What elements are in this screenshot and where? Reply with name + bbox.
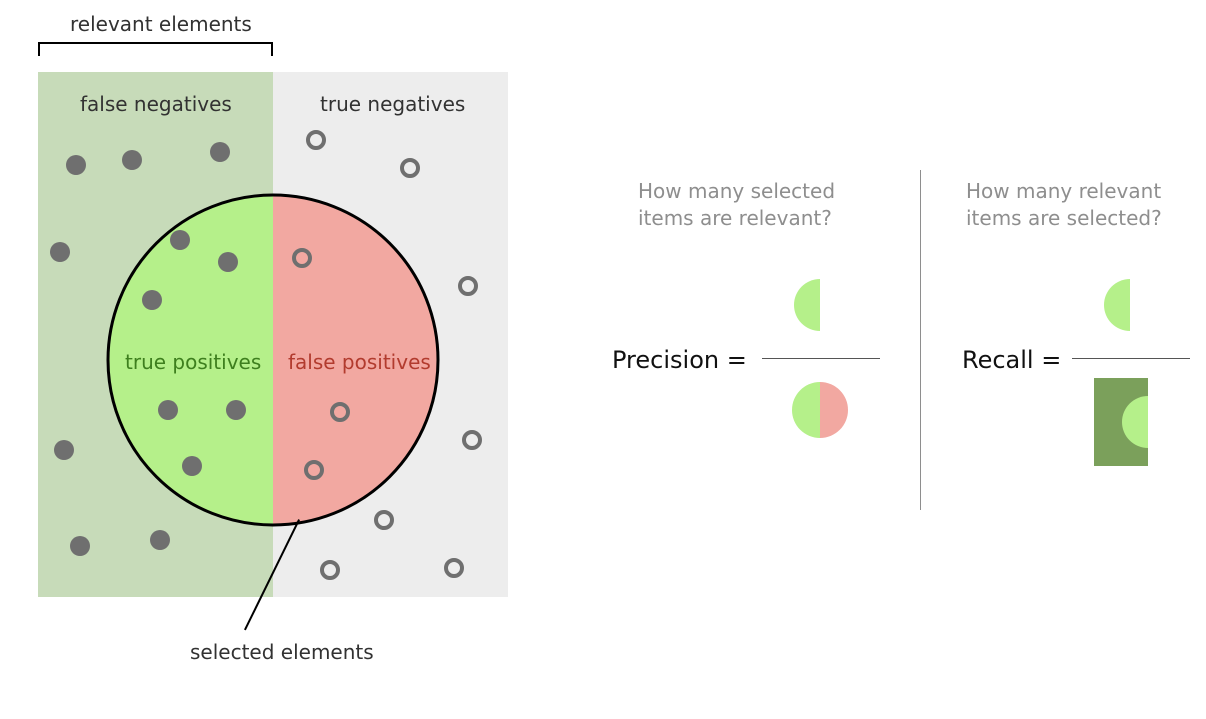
ring-dot	[462, 430, 482, 450]
filled-dot	[210, 142, 230, 162]
filled-dot	[158, 400, 178, 420]
filled-dot	[150, 530, 170, 550]
precision-numerator-icon	[794, 277, 822, 333]
recall-label: Recall =	[962, 346, 1061, 374]
precision-q-line2: items are relevant?	[638, 206, 832, 230]
recall-question: How many relevant items are selected?	[966, 178, 1162, 232]
ring-dot	[306, 130, 326, 150]
recall-denominator-half-icon	[1122, 394, 1150, 450]
precision-recall-diagram: relevant elements false negatives true n…	[0, 0, 1206, 719]
filled-dot	[142, 290, 162, 310]
filled-dot	[182, 456, 202, 476]
filled-dot	[122, 150, 142, 170]
true-positives-label: true positives	[125, 350, 261, 374]
recall-fraction-bar	[1072, 358, 1190, 359]
ring-dot	[374, 510, 394, 530]
precision-denominator-icon	[790, 380, 850, 440]
filled-dot	[218, 252, 238, 272]
filled-dot	[66, 155, 86, 175]
ring-dot	[292, 248, 312, 268]
formula-divider	[920, 170, 921, 510]
filled-dot	[70, 536, 90, 556]
ring-dot	[400, 158, 420, 178]
ring-dot	[458, 276, 478, 296]
precision-fraction-bar	[762, 358, 880, 359]
filled-dot	[170, 230, 190, 250]
recall-numerator-icon	[1104, 277, 1132, 333]
filled-dot	[226, 400, 246, 420]
false-positives-label: false positives	[288, 350, 431, 374]
filled-dot	[50, 242, 70, 262]
ring-dot	[444, 558, 464, 578]
ring-dot	[320, 560, 340, 580]
ring-dot	[304, 460, 324, 480]
relevant-bracket	[38, 42, 273, 56]
precision-question: How many selected items are relevant?	[638, 178, 835, 232]
false-negatives-label: false negatives	[80, 92, 232, 116]
relevant-bracket-label: relevant elements	[70, 12, 252, 36]
selected-elements-label: selected elements	[190, 640, 374, 664]
ring-dot	[330, 402, 350, 422]
precision-q-line1: How many selected	[638, 179, 835, 203]
recall-q-line2: items are selected?	[966, 206, 1162, 230]
true-negatives-label: true negatives	[320, 92, 465, 116]
filled-dot	[54, 440, 74, 460]
recall-q-line1: How many relevant	[966, 179, 1161, 203]
precision-label: Precision =	[612, 346, 747, 374]
